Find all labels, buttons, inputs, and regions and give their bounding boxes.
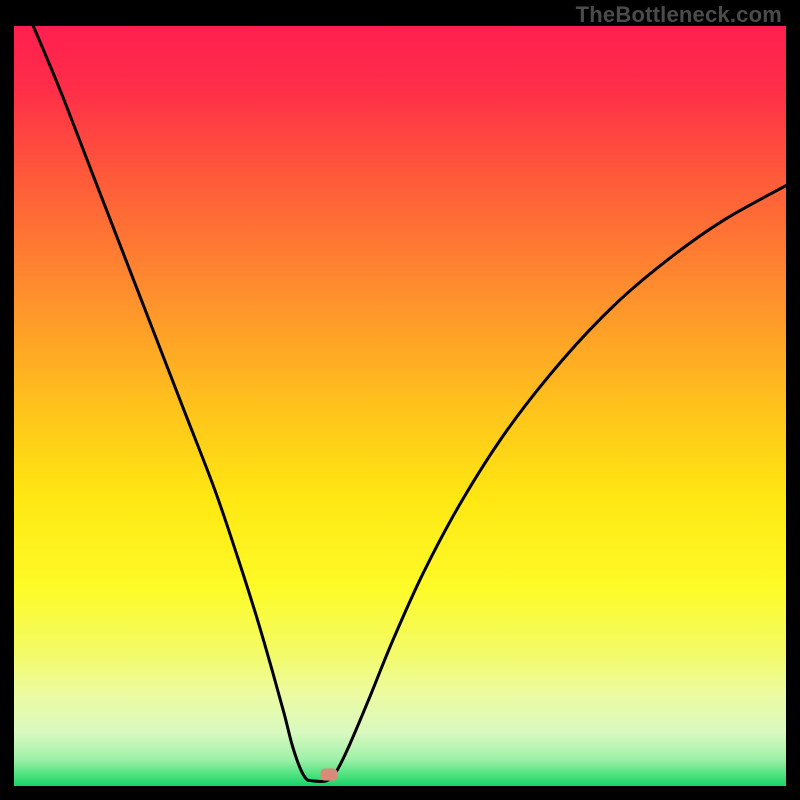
config-marker [320,769,337,781]
chart-container: TheBottleneck.com [0,0,800,800]
watermark-text: TheBottleneck.com [576,2,782,28]
plot-area [14,26,786,786]
bottleneck-chart [0,0,800,800]
